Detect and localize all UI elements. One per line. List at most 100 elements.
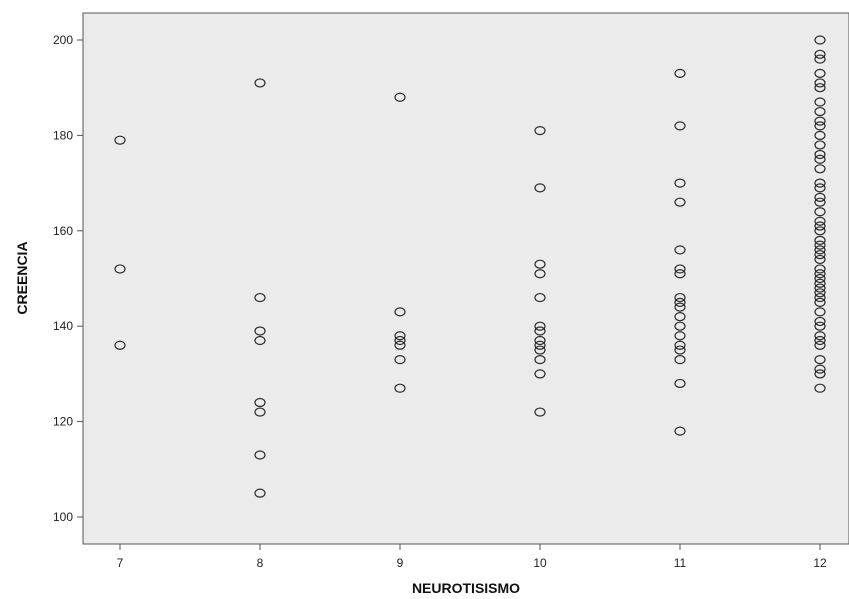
scatter-point xyxy=(674,378,686,389)
scatter-point xyxy=(814,121,826,131)
scatter-point xyxy=(814,149,826,160)
scatter-point xyxy=(674,345,686,355)
scatter-point xyxy=(254,450,266,460)
scatter-point xyxy=(674,121,686,131)
scatter-point xyxy=(814,78,826,88)
scatter-point xyxy=(814,221,826,231)
scatter-point xyxy=(534,321,546,331)
scatter-point xyxy=(814,183,826,193)
scatter-point xyxy=(814,197,826,207)
scatter-point xyxy=(254,407,266,417)
scatter-point xyxy=(814,245,826,255)
x-tick-label: 10 xyxy=(533,556,547,570)
y-tick-label: 120 xyxy=(53,415,73,429)
scatter-point xyxy=(814,307,826,317)
scatter-point xyxy=(674,331,686,341)
scatter-point xyxy=(534,345,546,355)
scatter-point xyxy=(254,397,266,408)
x-axis: 7 8 9 10 11 12 xyxy=(117,544,827,570)
scatter-point xyxy=(674,426,686,436)
scatter-point xyxy=(394,354,406,365)
scatter-point xyxy=(814,154,826,164)
y-tick-label: 100 xyxy=(53,510,73,524)
x-tick-label: 8 xyxy=(257,556,264,570)
scatter-point xyxy=(814,240,826,250)
scatter-point xyxy=(814,49,826,59)
scatter-point xyxy=(674,292,686,303)
scatter-point xyxy=(534,126,546,136)
scatter-point xyxy=(814,83,826,93)
scatter-point xyxy=(394,307,406,317)
scatter-point xyxy=(814,264,826,274)
scatter-point xyxy=(814,354,826,365)
scatter-point xyxy=(674,312,686,322)
scatter-point xyxy=(814,54,826,64)
scatter-point xyxy=(814,335,826,346)
scatter-point xyxy=(814,192,826,203)
scatter-point xyxy=(674,302,686,312)
y-tick-label: 160 xyxy=(53,224,73,238)
scatter-point xyxy=(534,369,546,379)
scatter-point xyxy=(814,250,826,260)
plot-area xyxy=(82,12,849,545)
scatter-point xyxy=(534,259,546,269)
scatter-point xyxy=(814,207,826,217)
scatter-point xyxy=(674,178,686,188)
y-axis: 100 120 140 160 180 200 xyxy=(53,33,83,524)
scatter-point xyxy=(814,226,826,236)
scatter-point xyxy=(814,269,826,279)
scatter-point xyxy=(814,340,826,350)
scatter-point xyxy=(674,321,686,331)
scatter-point xyxy=(254,78,266,88)
scatter-point xyxy=(814,383,826,393)
x-tick-label: 11 xyxy=(674,556,687,570)
scatter-point xyxy=(814,369,826,379)
scatter-point xyxy=(114,135,126,145)
scatter-point xyxy=(534,354,546,365)
scatter-point xyxy=(814,216,826,226)
x-tick-label: 12 xyxy=(813,556,827,570)
scatter-point xyxy=(814,331,826,341)
scatter-point xyxy=(674,68,686,78)
scatter-point xyxy=(814,283,826,293)
x-tick-label: 9 xyxy=(397,556,404,570)
scatter-point xyxy=(394,331,406,341)
scatter-point xyxy=(674,297,686,307)
x-axis-title: NEUROTISISMO xyxy=(412,580,520,596)
scatter-point xyxy=(674,354,686,365)
scatter-point xyxy=(814,254,826,265)
scatter-point xyxy=(534,335,546,346)
scatter-point xyxy=(534,407,546,417)
scatter-point xyxy=(114,340,126,350)
scatter-point xyxy=(534,183,546,193)
scatter-point xyxy=(674,245,686,255)
scatter-point xyxy=(254,335,266,346)
scatter-point xyxy=(534,326,546,336)
scatter-point xyxy=(814,116,826,126)
data-points xyxy=(114,35,826,498)
scatter-point xyxy=(814,164,826,174)
scatter-point xyxy=(814,288,826,298)
scatter-point xyxy=(674,197,686,207)
scatter-point xyxy=(254,326,266,336)
scatter-point xyxy=(254,292,266,303)
scatter-point xyxy=(814,297,826,307)
scatter-point xyxy=(674,264,686,274)
y-tick-label: 200 xyxy=(53,33,73,47)
scatter-point xyxy=(254,488,266,498)
y-tick-label: 140 xyxy=(53,319,73,333)
scatter-point xyxy=(814,68,826,78)
scatter-point xyxy=(674,340,686,350)
scatter-point xyxy=(814,97,826,107)
y-tick-label: 180 xyxy=(53,128,73,142)
scatter-point xyxy=(114,264,126,274)
scatter-point xyxy=(534,292,546,303)
scatter-point xyxy=(394,383,406,393)
scatter-point xyxy=(394,340,406,350)
scatter-point xyxy=(814,364,826,374)
scatter-point xyxy=(814,35,826,45)
scatter-point xyxy=(674,269,686,279)
scatter-point xyxy=(814,106,826,117)
scatter-point xyxy=(534,340,546,350)
